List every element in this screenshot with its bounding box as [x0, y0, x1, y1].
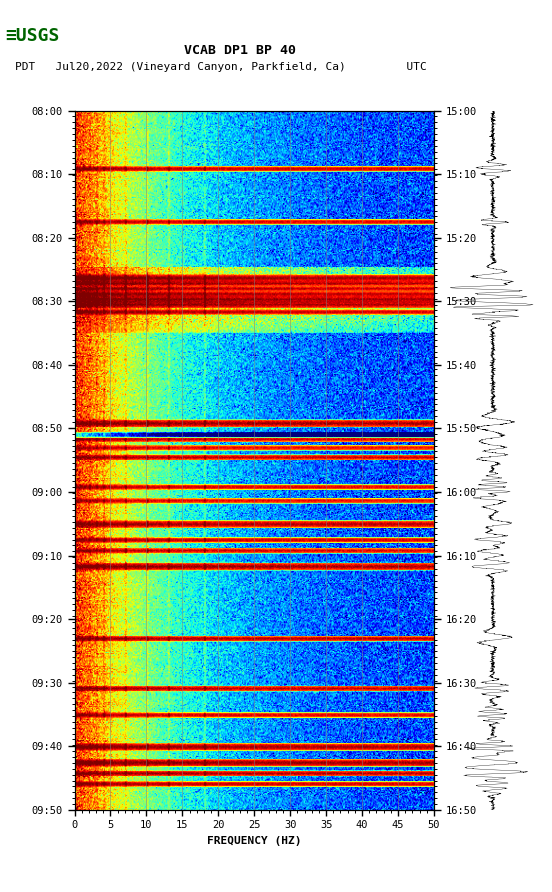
- Text: PDT   Jul20,2022 (Vineyard Canyon, Parkfield, Ca)         UTC: PDT Jul20,2022 (Vineyard Canyon, Parkfie…: [15, 62, 427, 72]
- Text: VCAB DP1 BP 40: VCAB DP1 BP 40: [184, 44, 296, 57]
- Text: ≡USGS: ≡USGS: [6, 27, 60, 45]
- X-axis label: FREQUENCY (HZ): FREQUENCY (HZ): [207, 836, 301, 846]
